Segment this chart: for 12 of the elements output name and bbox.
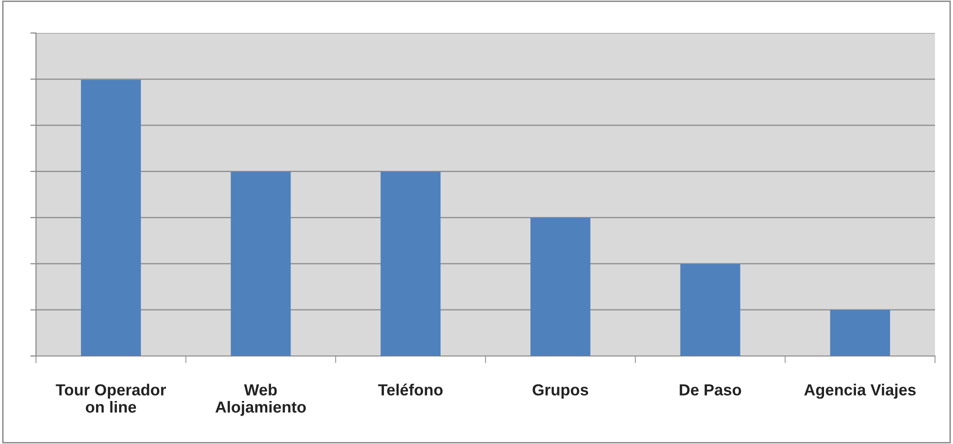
x-tick-label: Grupos	[532, 384, 588, 399]
bar	[530, 218, 590, 356]
bar	[80, 80, 141, 356]
bar	[680, 264, 740, 356]
bar	[230, 172, 291, 356]
x-tick-label: Web Alojamiento	[215, 384, 306, 416]
x-tick-label: Teléfono	[378, 384, 443, 396]
x-tick-label: De Paso	[680, 384, 742, 396]
bar	[380, 172, 441, 356]
bar	[830, 310, 890, 356]
x-tick-label: Tour Operador on line	[56, 384, 166, 413]
x-tick-label: Agencia Viajes	[804, 384, 916, 399]
